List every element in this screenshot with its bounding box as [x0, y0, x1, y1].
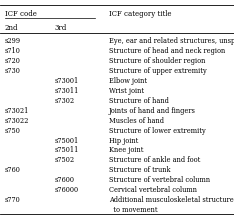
Text: Structure of head and neck region: Structure of head and neck region	[109, 47, 225, 55]
Text: ICF code: ICF code	[5, 10, 37, 18]
Text: s73001: s73001	[55, 77, 79, 85]
Text: ICF category title: ICF category title	[109, 10, 171, 18]
Text: Joints of hand and fingers: Joints of hand and fingers	[109, 107, 196, 115]
Text: Hip joint: Hip joint	[109, 137, 138, 145]
Text: Structure of shoulder region: Structure of shoulder region	[109, 57, 205, 65]
Text: Cervical vertebral column: Cervical vertebral column	[109, 186, 197, 194]
Text: s750: s750	[5, 127, 21, 135]
Text: s299: s299	[5, 37, 21, 45]
Text: Additional musculoskeletal structures related: Additional musculoskeletal structures re…	[109, 196, 234, 204]
Text: Structure of upper extremity: Structure of upper extremity	[109, 67, 207, 75]
Text: s73011: s73011	[55, 87, 79, 95]
Text: Knee joint: Knee joint	[109, 146, 143, 154]
Text: s7302: s7302	[55, 97, 75, 105]
Text: s7502: s7502	[55, 156, 75, 164]
Text: Eye, ear and related structures, unspecified: Eye, ear and related structures, unspeci…	[109, 37, 234, 45]
Text: s73021: s73021	[5, 107, 29, 115]
Text: Wrist joint: Wrist joint	[109, 87, 144, 95]
Text: Structure of lower extremity: Structure of lower extremity	[109, 127, 205, 135]
Text: Structure of hand: Structure of hand	[109, 97, 169, 105]
Text: s770: s770	[5, 196, 20, 204]
Text: s730: s730	[5, 67, 21, 75]
Text: 3rd: 3rd	[55, 24, 67, 32]
Text: s75001: s75001	[55, 137, 79, 145]
Text: s720: s720	[5, 57, 21, 65]
Text: s75011: s75011	[55, 146, 79, 154]
Text: s760: s760	[5, 166, 21, 174]
Text: Structure of trunk: Structure of trunk	[109, 166, 170, 174]
Text: s710: s710	[5, 47, 21, 55]
Text: Structure of ankle and foot: Structure of ankle and foot	[109, 156, 200, 164]
Text: Elbow joint: Elbow joint	[109, 77, 147, 85]
Text: Muscles of hand: Muscles of hand	[109, 117, 164, 125]
Text: 2nd: 2nd	[5, 24, 18, 32]
Text: s76000: s76000	[55, 186, 79, 194]
Text: to movement: to movement	[109, 206, 157, 214]
Text: s7600: s7600	[55, 176, 75, 184]
Text: Structure of vertebral column: Structure of vertebral column	[109, 176, 210, 184]
Text: s73022: s73022	[5, 117, 29, 125]
